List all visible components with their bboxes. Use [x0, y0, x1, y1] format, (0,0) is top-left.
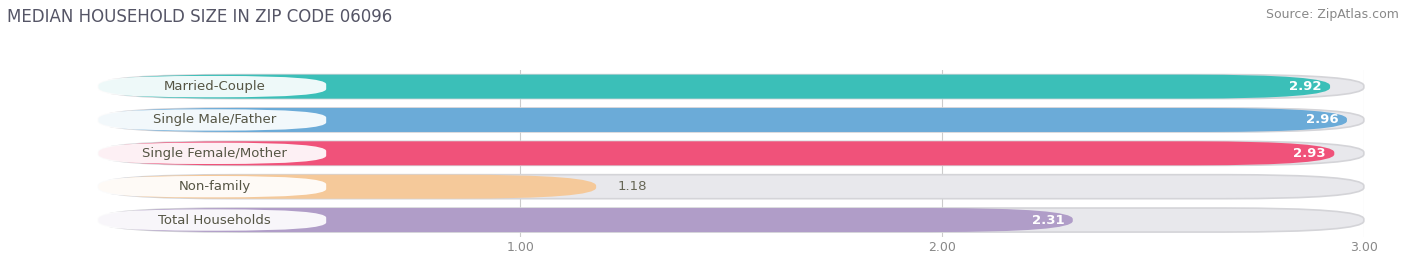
FancyBboxPatch shape — [98, 175, 596, 199]
FancyBboxPatch shape — [98, 141, 1334, 165]
Text: 2.31: 2.31 — [1032, 214, 1064, 226]
Text: Single Male/Father: Single Male/Father — [153, 114, 276, 126]
Text: Total Households: Total Households — [157, 214, 271, 226]
Text: Single Female/Mother: Single Female/Mother — [142, 147, 287, 160]
Text: 2.92: 2.92 — [1289, 80, 1322, 93]
Text: Non-family: Non-family — [179, 180, 250, 193]
FancyBboxPatch shape — [98, 75, 1364, 99]
FancyBboxPatch shape — [98, 108, 1347, 132]
FancyBboxPatch shape — [98, 175, 1364, 199]
FancyBboxPatch shape — [94, 176, 326, 197]
FancyBboxPatch shape — [94, 143, 326, 164]
Text: 1.18: 1.18 — [617, 180, 647, 193]
Text: MEDIAN HOUSEHOLD SIZE IN ZIP CODE 06096: MEDIAN HOUSEHOLD SIZE IN ZIP CODE 06096 — [7, 8, 392, 26]
Text: 2.96: 2.96 — [1306, 114, 1339, 126]
FancyBboxPatch shape — [94, 209, 326, 231]
FancyBboxPatch shape — [98, 108, 1364, 132]
FancyBboxPatch shape — [98, 208, 1364, 232]
FancyBboxPatch shape — [94, 109, 326, 131]
FancyBboxPatch shape — [98, 141, 1364, 165]
FancyBboxPatch shape — [98, 208, 1073, 232]
Text: 2.93: 2.93 — [1294, 147, 1326, 160]
FancyBboxPatch shape — [94, 76, 326, 97]
Text: Source: ZipAtlas.com: Source: ZipAtlas.com — [1265, 8, 1399, 21]
FancyBboxPatch shape — [98, 75, 1330, 99]
Text: Married-Couple: Married-Couple — [163, 80, 266, 93]
